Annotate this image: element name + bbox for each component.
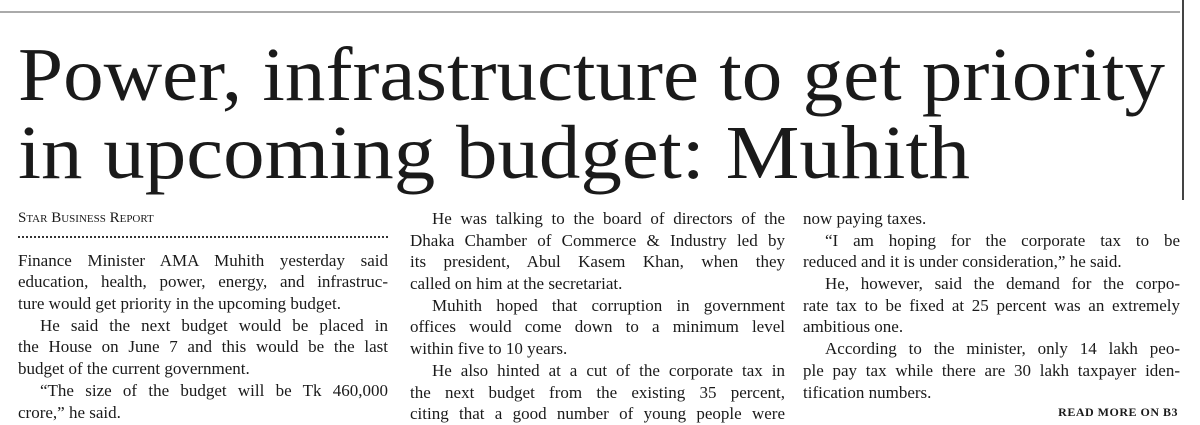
column: He was talking to the board of directors… xyxy=(410,208,785,425)
jump-line: READ MORE ON B3 xyxy=(1058,405,1178,419)
headline-area: Power, infrastructure to get priority in… xyxy=(0,0,1184,200)
text-line: within five to 10 years. xyxy=(410,339,568,359)
text-line: Muhith hoped that corruption in governme… xyxy=(432,295,785,315)
dotted-rule xyxy=(18,235,388,238)
paragraph: “I am hoping for the corporate tax to be… xyxy=(803,230,1180,273)
text-line: He also hinted at a cut of the corporate… xyxy=(432,360,785,380)
text-line: now paying taxes. xyxy=(803,209,927,228)
column: now paying taxes. “I am hoping for the co… xyxy=(803,208,1180,403)
paragraph: Finance Minister AMA Muhith yesterday sa… xyxy=(18,250,388,315)
text-line: the next budget from the existing 35 per… xyxy=(410,382,785,402)
text-line: “I am hoping for the corporate tax to be xyxy=(825,230,1180,250)
text-line: offices would come down to a minimum lev… xyxy=(410,317,785,337)
text-line: According to the minister, only 14 lakh … xyxy=(825,339,1180,359)
text-line: Dhaka Chamber of Commerce & Industry led… xyxy=(410,230,785,250)
headline-line: Power, infrastructure to get priority xyxy=(18,33,1165,117)
text-line: crore,” he said. xyxy=(18,402,121,422)
text-line: “The size of the budget will be Tk 460,0… xyxy=(40,380,388,400)
text-line: citing that a good number of young peopl… xyxy=(410,404,785,424)
text-line: its president, Abul Kasem Khan, when the… xyxy=(410,252,785,272)
paragraph: He was talking to the board of directors… xyxy=(410,208,785,295)
text-line: ture would get priority in the upcoming … xyxy=(18,294,341,314)
text-line: reduced and it is under consideration,” … xyxy=(803,252,1122,272)
text-line: the House on June 7 and this would be th… xyxy=(18,337,388,357)
paragraph: “The size of the budget will be Tk 460,0… xyxy=(18,380,388,423)
paragraph: He said the next budget would be placed … xyxy=(18,315,388,380)
text-line: ple pay tax while there are 30 lakh taxp… xyxy=(803,360,1180,380)
text-line: ambitious one. xyxy=(803,317,904,337)
text-line: Finance Minister AMA Muhith yesterday sa… xyxy=(18,250,388,270)
text-line: called on him at the secretariat. xyxy=(410,274,623,294)
headline-line: in upcoming budget: Muhith xyxy=(18,111,970,195)
text-line: rate tax to be fixed at 25 percent was a… xyxy=(803,295,1180,315)
text-line: He said the next budget would be placed … xyxy=(40,315,388,335)
text-line: He, however, said the demand for the cor… xyxy=(825,274,1180,294)
paragraph: now paying taxes. xyxy=(803,208,1180,230)
paragraph: He, however, said the demand for the cor… xyxy=(803,273,1180,338)
text-line: He was talking to the board of directors… xyxy=(432,209,785,228)
byline: Star Business Report xyxy=(18,210,154,226)
text-line: education, health, power, energy, and in… xyxy=(18,272,388,292)
paragraph: Muhith hoped that corruption in governme… xyxy=(410,295,785,360)
text-line: budget of the current government. xyxy=(18,359,250,379)
column: Star Business Report Finance Minister AM… xyxy=(18,208,388,423)
paragraph: He also hinted at a cut of the corporate… xyxy=(410,360,785,425)
paragraph: According to the minister, only 14 lakh … xyxy=(803,338,1180,403)
text-line: tification numbers. xyxy=(803,382,932,402)
